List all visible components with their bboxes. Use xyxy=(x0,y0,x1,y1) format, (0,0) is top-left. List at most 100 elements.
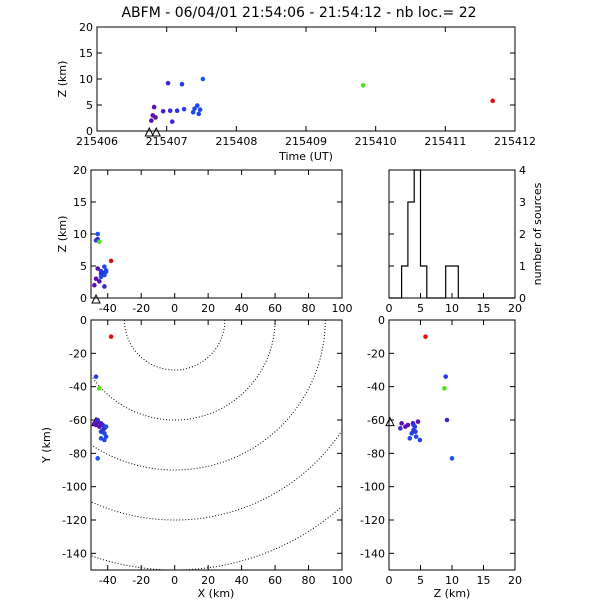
z_y-ytick-label-2: -100 xyxy=(360,481,385,494)
source-time-13 xyxy=(195,103,200,108)
source-z-y-3 xyxy=(403,424,408,429)
source-z-y-16 xyxy=(449,456,455,461)
range-ring-0 xyxy=(123,320,226,371)
source-z-y-15 xyxy=(412,424,418,429)
z_y-ytick-label-5: -40 xyxy=(367,381,385,394)
source-time-11 xyxy=(190,109,196,115)
x_altitude-xtick-label-1: -20 xyxy=(132,302,150,315)
source-x-altitude-16 xyxy=(95,231,100,237)
x-altitude-ylabel: Z (km) xyxy=(56,216,69,253)
histogram-xtick-label-4: 20 xyxy=(508,302,522,315)
panel-plan-view-frame xyxy=(90,319,343,571)
source-x-altitude-10 xyxy=(98,268,104,274)
source-time-3 xyxy=(153,115,158,120)
source-z-y-0 xyxy=(399,421,404,426)
source-z-y-11 xyxy=(409,431,414,436)
source-time-9 xyxy=(179,81,185,87)
source-plan-view-15 xyxy=(103,424,109,429)
source-time-8 xyxy=(174,108,180,114)
histogram-ytick-label-1: 1 xyxy=(519,260,526,273)
station-time-1 xyxy=(151,126,162,137)
z_y-ytick-label-1: -120 xyxy=(360,514,385,527)
source-x-altitude-14 xyxy=(98,274,104,280)
histogram-xtick-label-1: 5 xyxy=(417,302,424,315)
source-z-y-12 xyxy=(413,434,419,439)
x_altitude-ytick-label-1: 5 xyxy=(80,260,87,273)
source-x-altitude-13 xyxy=(102,264,107,269)
histogram-xtick-label-3: 15 xyxy=(477,302,491,315)
z_y-xtick-label-3: 15 xyxy=(477,574,491,587)
source-time-6 xyxy=(167,108,173,114)
plan_view-xtick-label-6: 80 xyxy=(302,574,316,587)
z_y-ytick-label-3: -80 xyxy=(367,447,385,460)
z_y-ytick-label-7: 0 xyxy=(378,314,385,327)
source-x-altitude-1 xyxy=(93,276,99,282)
x_altitude-xtick-label-7: 100 xyxy=(332,302,353,315)
x_altitude-xtick-label-3: 20 xyxy=(201,302,215,315)
time_altitude-xtick-label-3: 215409 xyxy=(285,135,327,148)
time_altitude-xtick-label-4: 215410 xyxy=(355,135,397,148)
z_y-ytick-label-0: -140 xyxy=(360,547,385,560)
source-time-15 xyxy=(197,107,203,112)
x_altitude-ytick-label-4: 20 xyxy=(73,164,87,177)
source-time-12 xyxy=(192,106,197,111)
plan_view-xtick-label-3: 20 xyxy=(201,574,215,587)
source-time-18 xyxy=(490,98,496,104)
panel-time-altitude: Time (UT) Z (km) 215406 215407 215408 21540… xyxy=(56,21,536,163)
time-altitude-xlabel: Time (UT) xyxy=(278,150,333,163)
plan_view-ytick-label-6: -20 xyxy=(69,347,87,360)
source-time-2 xyxy=(151,104,157,110)
time_altitude-xtick-label-2: 215408 xyxy=(215,135,257,148)
histogram-xtick-label-0: 0 xyxy=(386,302,393,315)
plan_view-ytick-label-2: -100 xyxy=(62,481,87,494)
x_altitude-ytick-label-0: 0 xyxy=(80,292,87,305)
x_altitude-xtick-label-6: 80 xyxy=(302,302,316,315)
z_y-xtick-label-4: 20 xyxy=(508,574,522,587)
plan_view-ytick-label-4: -60 xyxy=(69,414,87,427)
station-time-0 xyxy=(144,126,155,137)
source-plan-view-5 xyxy=(95,417,100,423)
source-time-5 xyxy=(165,80,171,86)
x_altitude-xtick-label-2: 0 xyxy=(171,302,178,315)
plan-view-xlabel: X (km) xyxy=(198,587,235,600)
source-x-altitude-15 xyxy=(103,269,109,275)
z-y-xlabel: Z (km) xyxy=(434,587,471,600)
source-time-14 xyxy=(196,111,202,117)
time-altitude-ylabel: Z (km) xyxy=(56,61,69,98)
time_altitude-ytick-label-0: 0 xyxy=(86,125,93,138)
panel-x-altitude-frame xyxy=(90,169,343,299)
time_altitude-xtick-label-0: 215406 xyxy=(76,135,118,148)
time_altitude-xtick-label-6: 215412 xyxy=(494,135,536,148)
time_altitude-ytick-label-3: 15 xyxy=(79,47,93,60)
panel-z-y: Z (km) 0 5 10 15 20 -140 -120 -100 -80 -60 -40 -20 0 xyxy=(360,314,522,600)
panel-z-y-frame xyxy=(388,319,516,571)
source-x-altitude-17 xyxy=(97,239,102,244)
source-time-17 xyxy=(360,82,366,88)
station-z-y xyxy=(385,416,395,427)
z_y-xtick-label-1: 5 xyxy=(417,574,424,587)
source-plan-view-16 xyxy=(95,456,100,461)
histogram-ylabel: number of sources xyxy=(531,182,544,285)
source-plan-view-14 xyxy=(98,436,104,441)
source-z-y-14 xyxy=(407,436,413,441)
x_altitude-ytick-label-3: 15 xyxy=(73,196,87,209)
x_altitude-xtick-label-4: 40 xyxy=(235,302,249,315)
plan_view-ytick-label-3: -80 xyxy=(69,447,87,460)
source-z-y-2 xyxy=(415,419,421,424)
source-x-altitude-2 xyxy=(95,266,100,271)
plan_view-ytick-label-5: -40 xyxy=(69,381,87,394)
source-z-y-13 xyxy=(417,437,423,443)
panel-x-altitude: Z (km) -40 -20 0 20 40 60 80 100 0 5 10 15 20 xyxy=(56,164,353,315)
source-z-y-17 xyxy=(442,386,447,391)
z_y-xtick-label-2: 10 xyxy=(445,574,459,587)
source-z-y-18 xyxy=(423,334,428,339)
time_altitude-xtick-label-1: 215407 xyxy=(146,135,188,148)
histogram-ytick-label-4: 4 xyxy=(519,164,526,177)
histogram-xtick-label-2: 10 xyxy=(445,302,459,315)
plan_view-ytick-label-7: 0 xyxy=(80,314,87,327)
source-time-10 xyxy=(181,106,187,112)
x_altitude-ytick-label-2: 10 xyxy=(73,228,87,241)
source-plan-view-17 xyxy=(97,386,102,391)
z_y-ytick-label-4: -60 xyxy=(367,414,385,427)
plan_view-ytick-label-0: -140 xyxy=(62,547,87,560)
